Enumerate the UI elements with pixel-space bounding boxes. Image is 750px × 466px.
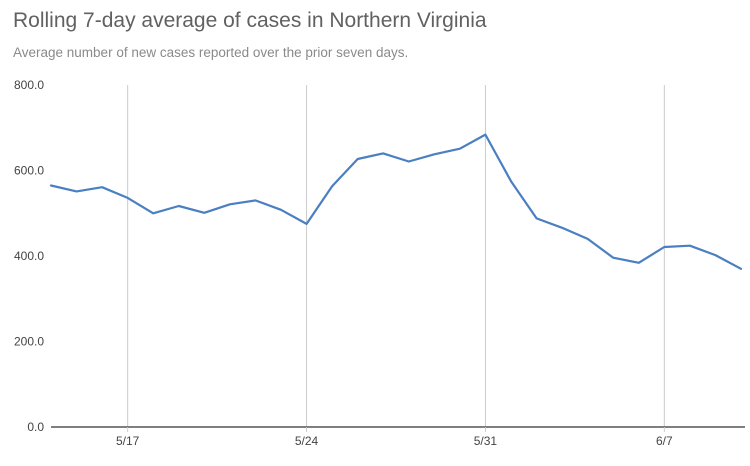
data-point xyxy=(330,184,334,188)
gridlines xyxy=(127,85,665,427)
data-point xyxy=(75,189,79,193)
data-point xyxy=(739,267,743,271)
data-point xyxy=(100,185,104,189)
data-point xyxy=(586,237,590,241)
y-tick-label: 800.0 xyxy=(14,78,44,92)
data-point xyxy=(151,211,155,215)
data-point xyxy=(177,204,181,208)
x-tick-label: 5/17 xyxy=(116,434,140,448)
x-tick-label: 6/7 xyxy=(656,434,673,448)
data-point xyxy=(535,216,539,220)
data-point xyxy=(560,226,564,230)
data-point xyxy=(228,202,232,206)
data-point xyxy=(356,157,360,161)
data-point xyxy=(279,208,283,212)
y-tick-label: 600.0 xyxy=(14,164,44,178)
data-point xyxy=(483,133,487,137)
series-layer xyxy=(49,133,743,271)
x-tick-label: 5/24 xyxy=(295,434,319,448)
y-tick-label: 200.0 xyxy=(14,335,44,349)
data-point xyxy=(126,196,130,200)
data-point xyxy=(509,179,513,183)
data-point xyxy=(407,160,411,164)
chart-title: Rolling 7-day average of cases in Northe… xyxy=(13,9,487,32)
data-point xyxy=(688,244,692,248)
axes xyxy=(51,426,745,432)
data-point xyxy=(611,256,615,260)
x-tick-label: 5/31 xyxy=(474,434,498,448)
data-point xyxy=(49,183,53,187)
chart-subtitle: Average number of new cases reported ove… xyxy=(13,45,409,60)
data-point xyxy=(381,151,385,155)
data-point xyxy=(713,253,717,257)
data-point xyxy=(202,211,206,215)
data-point xyxy=(432,152,436,156)
tick-labels: 0.0 200.0 400.0 600.0 800.0 5/17 5/24 5/31 6/7 xyxy=(14,78,673,448)
data-point xyxy=(662,245,666,249)
data-point xyxy=(305,222,309,226)
data-point xyxy=(458,147,462,151)
y-tick-label: 400.0 xyxy=(14,249,44,263)
data-point xyxy=(253,198,257,202)
data-point xyxy=(637,261,641,265)
series-line xyxy=(49,133,743,270)
y-tick-label: 0.0 xyxy=(27,420,44,434)
